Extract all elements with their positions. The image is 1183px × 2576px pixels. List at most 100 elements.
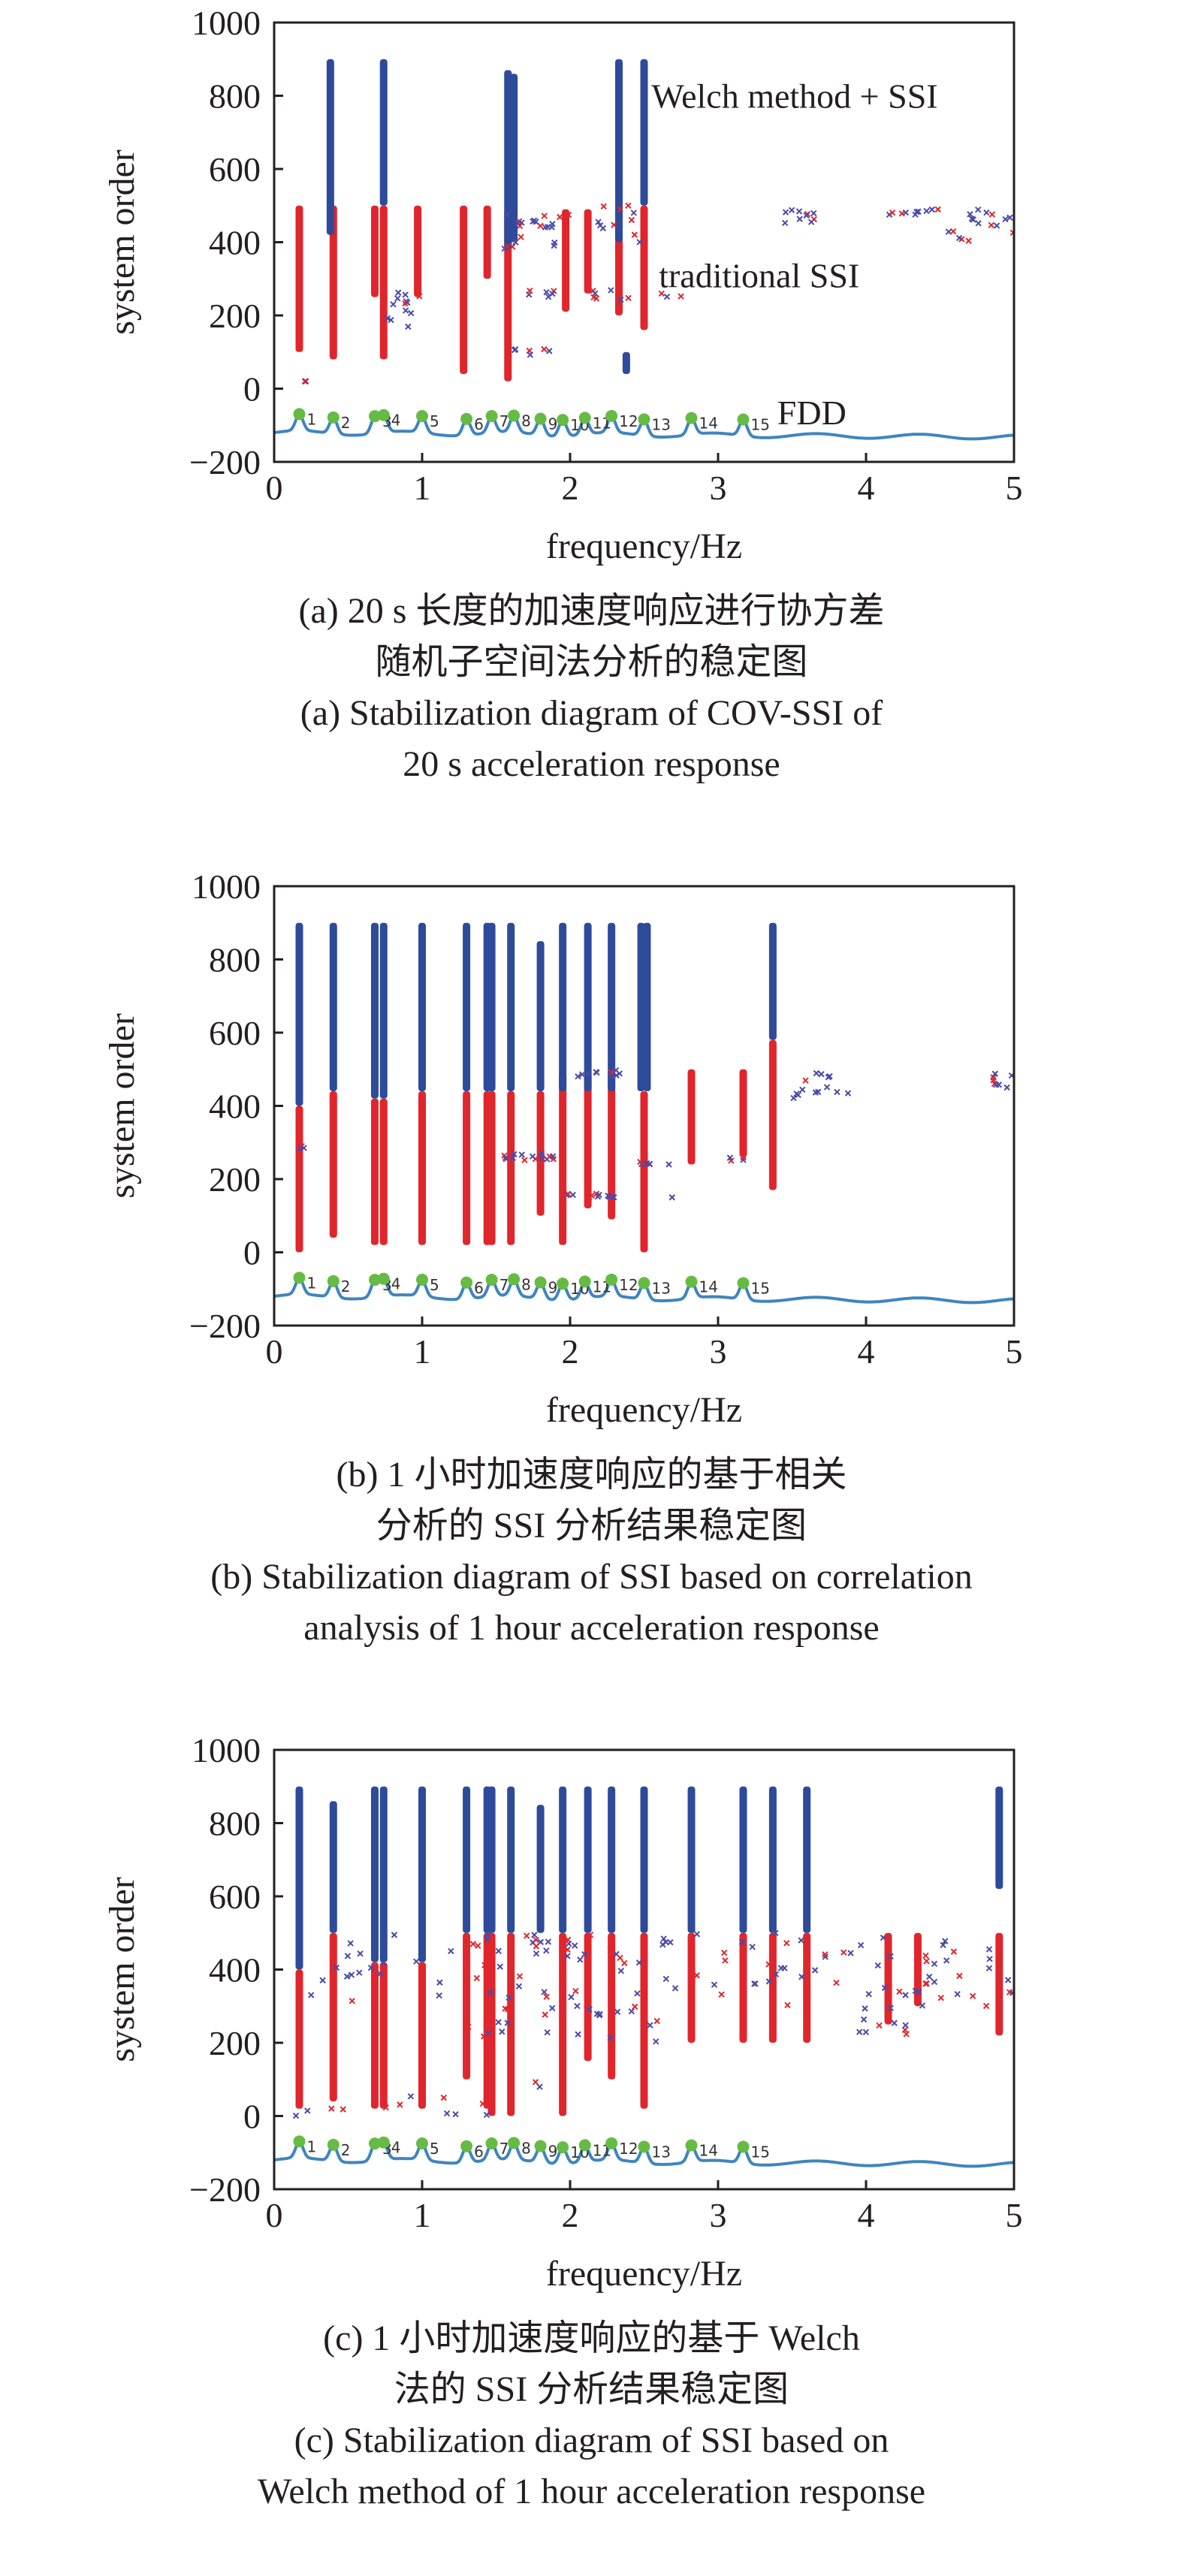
unstable-pole-column: [379, 1962, 388, 2109]
fdd-peak-marker: [327, 2138, 340, 2151]
scatter-pole-marker: [990, 1077, 997, 1084]
scatter-pole-marker: [518, 234, 524, 240]
scatter-pole-marker: [693, 1972, 701, 1979]
scatter-pole-marker: [527, 287, 533, 294]
scatter-pole-marker: [402, 291, 409, 298]
y-tick-label: 200: [209, 2024, 261, 2062]
x-axis-title: frequency/Hz: [546, 526, 742, 566]
unstable-pole-column: [640, 205, 648, 330]
stable-pole-column: [584, 922, 592, 1091]
scatter-pole-marker: [985, 1946, 993, 1953]
scatter-pole-marker: [671, 1985, 679, 1992]
scatter-pole-marker: [319, 1977, 326, 1984]
scatter-pole-marker: [625, 202, 632, 210]
stable-pole-column: [507, 1786, 515, 1933]
scatter-pole-marker: [560, 1193, 566, 1200]
scatter-pole-marker: [496, 1963, 504, 1970]
scatter-pole-marker: [943, 1957, 950, 1964]
y-tick-label: 600: [209, 1878, 261, 1916]
scatter-pole-marker: [740, 1154, 747, 1161]
scatter-pole-marker: [912, 1987, 919, 1995]
scatter-pole-marker: [533, 1943, 540, 1950]
fdd-peak-marker: [557, 414, 569, 427]
scatter-pole-marker: [530, 218, 536, 225]
unstable-pole-column: [562, 209, 570, 312]
x-tick-label: 5: [1006, 1332, 1023, 1371]
fdd-peak-marker: [460, 412, 473, 425]
caption-a-line-4: 20 s acceleration response: [403, 744, 780, 784]
scatter-pole-marker: [487, 1989, 494, 1996]
caption-b-line-4: analysis of 1 hour acceleration response: [303, 1608, 880, 1648]
unstable-pole-column: [295, 1969, 303, 2109]
unstable-pole-column: [507, 1932, 515, 2116]
scatter-pole-marker: [795, 208, 803, 215]
scatter-pole-marker: [408, 309, 415, 317]
stable-pole-column: [295, 922, 303, 1106]
scatter-pole-marker: [521, 1157, 528, 1163]
scatter-pole-marker: [940, 1941, 946, 1949]
y-tick-label: 1000: [192, 1731, 261, 1769]
scatter-pole-marker: [931, 1978, 938, 1986]
y-tick-label: 200: [209, 297, 261, 335]
unstable-pole-column: [584, 1072, 592, 1208]
scatter-pole-marker: [545, 1938, 552, 1945]
scatter-pole-marker: [607, 1947, 614, 1953]
x-tick-label: 2: [562, 2196, 579, 2234]
scatter-pole-marker: [902, 2022, 909, 2029]
scatter-pole-marker: [304, 2107, 311, 2114]
x-tick-label: 3: [710, 1332, 727, 1371]
scatter-pole-marker: [802, 1077, 809, 1084]
scatter-pole-marker: [887, 2004, 894, 2011]
scatter-pole-marker: [993, 222, 1000, 229]
caption-c: (c) 1 小时加速度响应的基于 Welch 法的 SSI 分析结果稳定图 (c…: [0, 2313, 1183, 2517]
scatter-pole-marker: [574, 2002, 581, 2010]
scatter-pole-marker: [347, 1940, 354, 1947]
scatter-pole-marker: [541, 1989, 548, 1995]
scatter-pole-marker: [653, 2038, 659, 2045]
scatter-pole-marker: [646, 1160, 653, 1168]
scatter-pole-marker: [551, 239, 558, 246]
scatter-pole-marker: [343, 1973, 351, 1980]
scatter-pole-marker: [586, 2006, 593, 2013]
scatter-pole-marker: [788, 207, 795, 213]
unstable-pole-column: [739, 1069, 747, 1157]
stable-pole-column: [418, 922, 426, 1091]
unstable-pole-column: [487, 1091, 496, 1245]
scatter-pole-marker: [407, 2093, 415, 2100]
scatter-pole-marker: [605, 1193, 613, 1200]
scatter-pole-marker: [798, 1937, 804, 1944]
fdd-peak-marker: [638, 1277, 650, 1290]
scatter-pole-marker: [653, 2017, 660, 2025]
scatter-pole-marker: [825, 1074, 832, 1081]
scatter-pole-marker: [397, 2101, 403, 2108]
stabilization-chart-b: 1 2 3 4 5 6 7 8 9 10 11 12 13 14 150 1 2 3 4 5−200020040060…: [102, 867, 1023, 1430]
scatter-pole-marker: [631, 231, 638, 238]
scatter-pole-marker: [564, 1190, 572, 1198]
scatter-pole-marker: [542, 2011, 548, 2018]
scatter-pole-marker: [902, 209, 910, 216]
scatter-pole-marker: [902, 1992, 909, 1998]
caption-c-line-4: Welch method of 1 hour acceleration resp…: [257, 2472, 926, 2511]
fdd-peak-label: 7: [499, 2140, 509, 2158]
stable-pole-column: [615, 59, 623, 243]
scatter-pole-marker: [436, 1979, 443, 1986]
scatter-pole-marker: [636, 239, 643, 246]
scatter-pole-marker: [647, 2022, 653, 2029]
scatter-pole-marker: [1003, 1084, 1010, 1091]
fdd-peak-label: 6: [474, 2143, 484, 2161]
scatter-pole-marker: [668, 1194, 675, 1201]
scatter-pole-marker: [795, 1091, 801, 1099]
scatter-pole-marker: [922, 1980, 929, 1987]
y-tick-label: 600: [209, 1014, 261, 1052]
y-axis-title: system order: [102, 149, 142, 335]
fdd-peak-marker: [508, 1273, 521, 1286]
fdd-peak-marker: [557, 1277, 569, 1290]
scatter-pole-marker: [784, 2001, 791, 2009]
y-axis-title: system order: [102, 1877, 142, 2062]
scatter-pole-marker: [488, 1955, 496, 1962]
fdd-peak-marker: [485, 409, 498, 422]
scatter-pole-marker: [499, 2029, 505, 2035]
scatter-pole-marker: [663, 293, 671, 300]
scatter-pole-marker: [625, 294, 632, 302]
scatter-pole-marker: [862, 2005, 868, 2012]
